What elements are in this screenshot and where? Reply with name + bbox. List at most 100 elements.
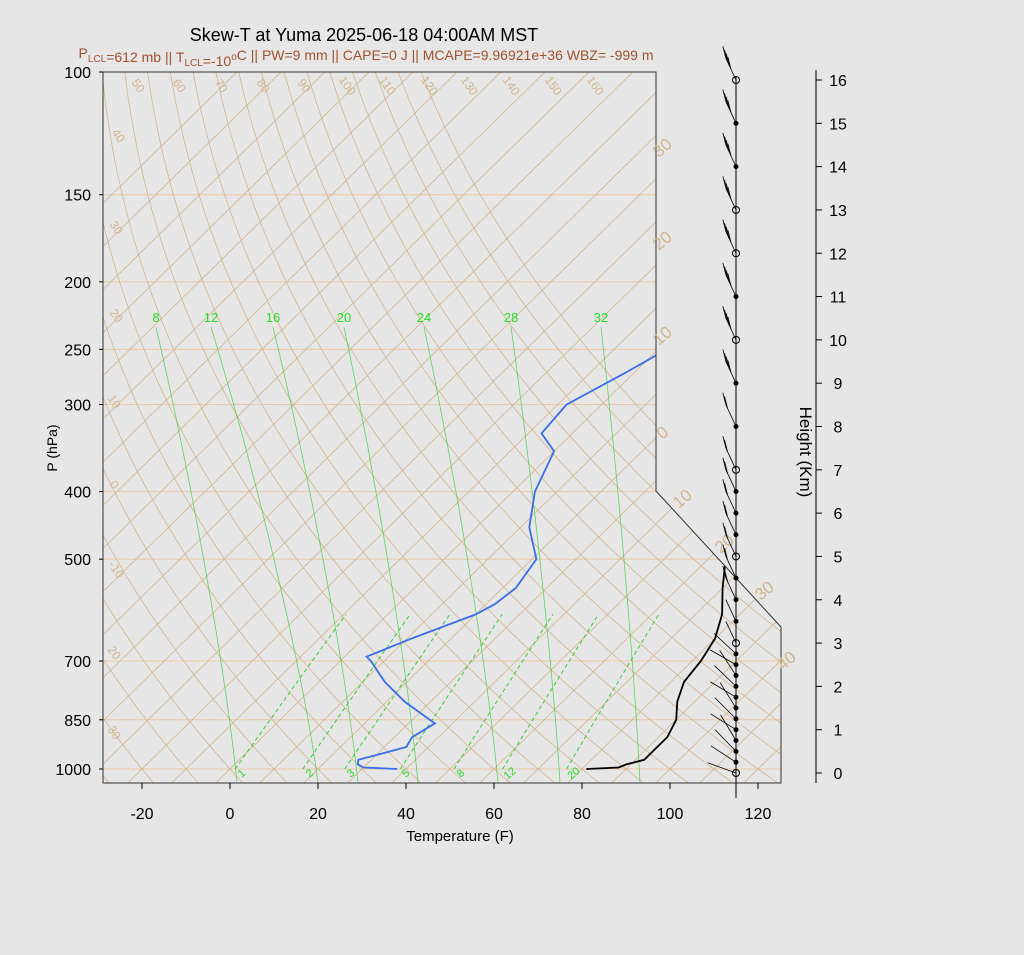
moist-adiabat-label: 24 xyxy=(417,310,431,325)
wind-barb xyxy=(726,600,736,622)
height-tick-label: 5 xyxy=(834,549,843,566)
moist-adiabat-label: 8 xyxy=(152,310,159,325)
dry-adiabat-line xyxy=(0,40,243,784)
height-tick-label: 2 xyxy=(834,679,843,696)
dry-adiabat-line xyxy=(387,40,1024,784)
dry-adiabat-label: 70 xyxy=(212,76,231,95)
dry-adiabat-label: 80 xyxy=(254,76,273,95)
dry-adiabat-line xyxy=(232,40,779,784)
temperature-tick-label: 40 xyxy=(397,806,415,823)
dry-adiabat-line xyxy=(166,40,645,784)
isotherm-line xyxy=(39,40,798,784)
moist-adiabat-label: 16 xyxy=(266,310,280,325)
isotherm-line xyxy=(787,40,1024,784)
subtitle-part: LCL xyxy=(184,58,203,69)
isotherm-line xyxy=(83,40,842,784)
height-tick-label: 3 xyxy=(834,636,843,653)
dry-adiabat-line xyxy=(188,40,690,784)
pressure-tick-label: 100 xyxy=(64,65,91,82)
height-tick-label: 10 xyxy=(829,333,847,350)
mixing-ratio-line xyxy=(345,614,450,769)
dry-adiabat-label: 0 xyxy=(107,478,122,492)
isotherm-line xyxy=(699,40,1024,784)
dry-adiabat-line xyxy=(254,40,823,784)
isotherm-line xyxy=(347,40,1024,784)
pressure-tick-label: 1000 xyxy=(55,762,91,779)
wind-barb xyxy=(710,650,736,665)
isotherm-line xyxy=(259,40,1018,784)
height-tick-label: 12 xyxy=(829,246,847,263)
temperature-tick-label: 80 xyxy=(573,806,591,823)
dry-adiabat-label: 160 xyxy=(584,73,607,98)
height-tick-label: 11 xyxy=(830,290,847,307)
isotherm-line xyxy=(611,40,1024,784)
moist-adiabat-label: 32 xyxy=(594,310,608,325)
dry-adiabat-label: 100 xyxy=(336,73,359,98)
dewpoint-line xyxy=(358,72,1024,769)
temperature-tick-label: 20 xyxy=(309,806,327,823)
dry-adiabat-line xyxy=(144,40,601,784)
plot-area xyxy=(0,40,1024,784)
subtitle-part: P xyxy=(79,45,88,61)
subtitle-part: LCL xyxy=(88,54,107,65)
temperature-tick-label: 60 xyxy=(485,806,503,823)
mixing-ratio-line xyxy=(235,614,346,769)
moist-adiabat-line xyxy=(211,327,318,783)
dry-adiabat-line xyxy=(298,40,912,784)
wind-barb xyxy=(715,730,736,752)
isotherm-line xyxy=(0,40,665,784)
isotherm-line xyxy=(567,40,1024,784)
chart-subtitle: PLCL=612 mb || TLCL=-10oC || PW=9 mm || … xyxy=(79,45,654,69)
subtitle-part: =612 mb || T xyxy=(106,49,185,65)
pressure-tick-label: 400 xyxy=(64,485,91,502)
height-tick-label: 6 xyxy=(834,506,843,523)
height-tick-label: 1 xyxy=(834,723,843,740)
subtitle-part: =-10 xyxy=(203,53,232,69)
subtitle-part: C || PW=9 mm || CAPE=0 J || MCAPE=9.9692… xyxy=(237,47,654,63)
temperature-tick-label: 0 xyxy=(226,806,235,823)
isotherm-line xyxy=(0,40,401,784)
dry-adiabat-label: 50 xyxy=(129,76,148,95)
dry-adiabat-label: 30 xyxy=(107,218,126,237)
mixing-ratio-line xyxy=(567,614,659,769)
x-axis-label: Temperature (F) xyxy=(406,828,514,845)
height-axis-label: Height (Km) xyxy=(796,407,815,498)
isotherm-label: 30 xyxy=(751,577,778,604)
dry-adiabat-label: 110 xyxy=(376,74,399,98)
moist-adiabat-label: 12 xyxy=(204,310,218,325)
height-tick-label: 8 xyxy=(834,420,843,437)
dry-adiabat-line xyxy=(0,40,288,784)
isotherm-line xyxy=(0,40,357,784)
isotherm-line xyxy=(0,40,269,784)
moist-adiabat-line xyxy=(156,327,237,783)
temperature-tick-label: -20 xyxy=(130,806,153,823)
temperature-tick-label: 100 xyxy=(657,806,684,823)
moist-adiabat-label: 28 xyxy=(504,310,518,325)
isotherm-line xyxy=(0,40,709,784)
height-tick-label: 15 xyxy=(829,116,847,133)
pressure-tick-label: 850 xyxy=(64,713,91,730)
isotherm-label: 20 xyxy=(649,227,676,254)
height-tick-label: 9 xyxy=(834,376,843,393)
isotherm-line xyxy=(127,40,886,784)
pressure-tick-label: 500 xyxy=(64,552,91,569)
wind-barb xyxy=(715,698,736,719)
dry-adiabat-line xyxy=(409,40,1024,784)
height-tick-label: 14 xyxy=(829,160,847,177)
dry-adiabat-line xyxy=(0,40,199,784)
pressure-tick-label: 700 xyxy=(64,654,91,671)
mixing-ratio-line xyxy=(454,614,553,769)
dry-adiabat-line xyxy=(276,40,868,784)
dry-adiabat-label: -10 xyxy=(106,559,128,582)
height-tick-label: 7 xyxy=(834,463,843,480)
pressure-tick-label: 250 xyxy=(64,342,91,359)
wind-barb xyxy=(714,666,736,687)
y-axis-label: P (hPa) xyxy=(44,424,60,471)
moist-adiabat-line xyxy=(601,327,640,783)
dry-adiabat-label: 30 xyxy=(105,723,124,742)
dry-adiabat-label: 140 xyxy=(500,73,523,98)
dry-adiabat-line xyxy=(0,40,65,784)
height-tick-label: 4 xyxy=(834,593,843,610)
